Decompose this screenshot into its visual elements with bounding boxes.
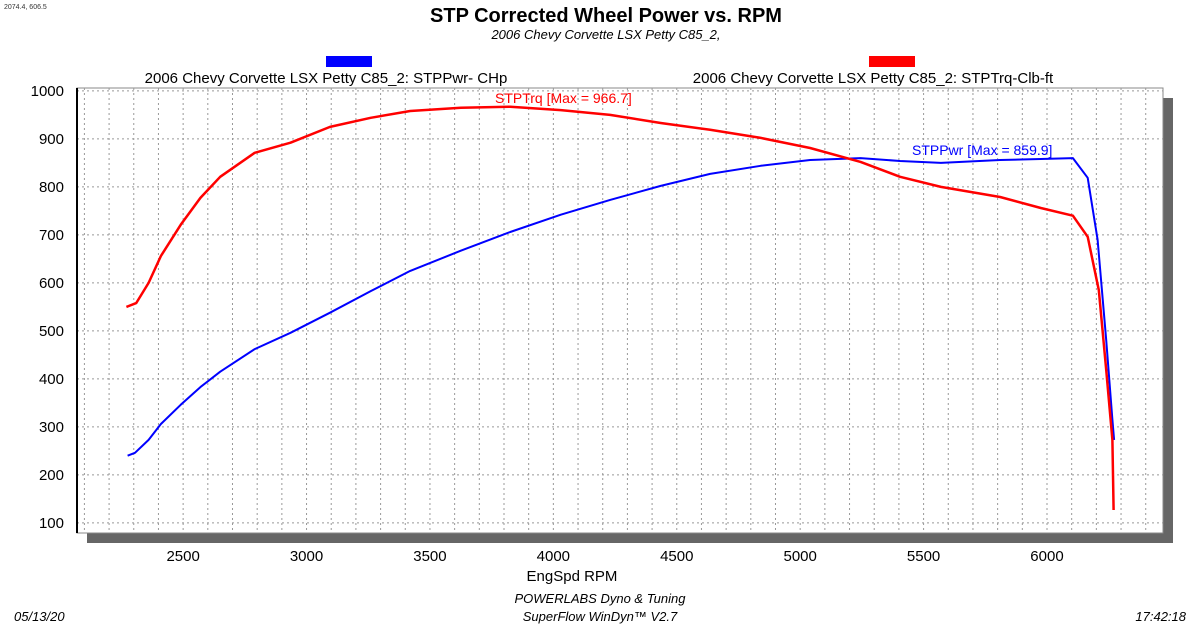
cursor-readout: 2074.4, 606.5 [4, 4, 47, 11]
y-tick-label: 600 [39, 275, 64, 292]
y-tick-label: 900 [39, 131, 64, 148]
chart-subtitle: 2006 Chevy Corvette LSX Petty C85_2, [490, 27, 720, 42]
y-tick-label: 200 [39, 467, 64, 484]
x-tick-label: 6000 [1030, 548, 1063, 565]
y-tick-label: 500 [39, 323, 64, 340]
y-tick-label: 300 [39, 419, 64, 436]
legend-label-power: 2006 Chevy Corvette LSX Petty C85_2: STP… [145, 70, 508, 87]
x-tick-label: 2500 [166, 548, 199, 565]
x-axis-label: EngSpd RPM [527, 568, 618, 585]
x-tick-labels: 2500 3000 3500 4000 4500 5000 5500 6000 [166, 548, 1063, 565]
y-tick-label: 800 [39, 179, 64, 196]
y-tick-label: 700 [39, 227, 64, 244]
y-tick-label: 1000 [31, 83, 64, 100]
footer-company: POWERLABS Dyno & Tuning [515, 591, 687, 606]
legend-swatch-power [326, 56, 372, 67]
legend-label-torque: 2006 Chevy Corvette LSX Petty C85_2: STP… [693, 70, 1054, 87]
plot-area [76, 87, 1164, 534]
chart-title: STP Corrected Wheel Power vs. RPM [430, 5, 782, 27]
torque-line [125, 105, 1115, 511]
x-tick-label: 5500 [907, 548, 940, 565]
x-tick-label: 3500 [413, 548, 446, 565]
legend-swatch-torque [869, 56, 915, 67]
y-tick-label: 400 [39, 371, 64, 388]
x-tick-label: 4000 [537, 548, 570, 565]
x-tick-label: 3000 [290, 548, 323, 565]
footer-time: 17:42:18 [1135, 609, 1186, 624]
y-tick-label: 100 [39, 515, 64, 532]
x-tick-label: 5000 [783, 548, 816, 565]
x-tick-label: 4500 [660, 548, 693, 565]
footer-date: 05/13/20 [14, 609, 65, 624]
footer-software: SuperFlow WinDyn™ V2.7 [523, 609, 678, 624]
torque-max-annotation: STPTrq [Max = 966.7] [495, 90, 632, 106]
grid [77, 88, 1163, 533]
power-line [127, 157, 1116, 457]
y-tick-labels: 100 200 300 400 500 600 700 800 900 1000 [31, 83, 64, 532]
series-lines [125, 105, 1116, 511]
power-max-annotation: STPPwr [Max = 859.9] [912, 142, 1052, 158]
